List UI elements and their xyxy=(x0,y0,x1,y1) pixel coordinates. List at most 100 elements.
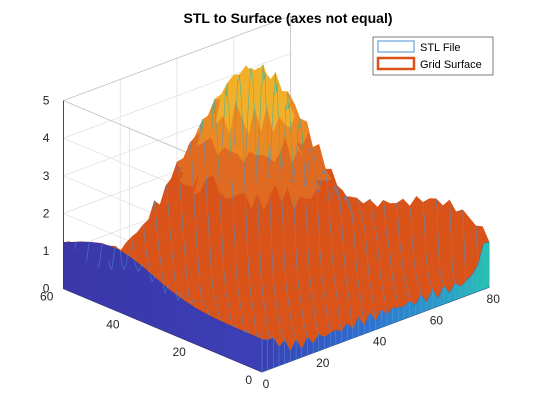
mesh-edge xyxy=(463,229,465,256)
mesh-edge xyxy=(154,200,156,214)
mesh-edge xyxy=(195,225,198,247)
mesh-edge xyxy=(217,308,219,313)
mesh-edge xyxy=(218,312,220,317)
mesh-edge xyxy=(293,333,296,337)
mesh-edge xyxy=(180,197,182,210)
y-tick-label: 60 xyxy=(40,290,54,304)
mesh-edge xyxy=(356,197,358,201)
mesh-edge xyxy=(372,218,375,226)
mesh-edge xyxy=(306,333,308,337)
mesh-edge xyxy=(410,211,412,231)
mesh-edge xyxy=(294,169,296,172)
mesh-edge xyxy=(386,237,389,241)
mesh-edge xyxy=(350,317,353,325)
mesh-edge xyxy=(146,256,148,260)
legend-label-surface: Grid Surface xyxy=(420,59,482,71)
mesh-edge xyxy=(321,275,323,281)
mesh-edge xyxy=(141,263,144,268)
mesh-edge xyxy=(172,261,175,273)
mesh-edge xyxy=(311,289,313,294)
legend-label-stl: STL File xyxy=(420,42,461,54)
mesh-edge xyxy=(210,128,213,131)
mesh-edge xyxy=(371,294,374,300)
mesh-edge xyxy=(122,267,125,270)
mesh-edge xyxy=(246,111,249,136)
mesh-edge xyxy=(377,243,379,256)
mesh-edge xyxy=(216,305,218,310)
mesh-edge xyxy=(215,301,217,306)
z-tick-label: 5 xyxy=(43,94,50,108)
mesh-edge xyxy=(276,309,279,317)
mesh-edge xyxy=(135,263,137,268)
mesh-edge xyxy=(269,155,271,164)
left-skirt xyxy=(63,241,263,373)
mesh-edge xyxy=(346,285,349,293)
mesh-edge xyxy=(223,261,225,276)
mesh-edge xyxy=(287,296,289,303)
mesh-edge xyxy=(261,285,264,297)
z-tick-label: 4 xyxy=(43,131,50,145)
mesh-edge xyxy=(176,296,179,301)
mesh-edge xyxy=(259,242,261,257)
mesh-edge xyxy=(171,253,174,262)
mesh-edge xyxy=(318,185,321,190)
mesh-edge xyxy=(380,274,382,281)
mesh-edge xyxy=(304,327,306,331)
mesh-edge xyxy=(158,250,161,257)
mesh-edge xyxy=(155,218,158,233)
mesh-edge xyxy=(265,315,268,324)
mesh-edge xyxy=(283,132,286,138)
mesh-edge xyxy=(274,288,276,298)
mesh-edge xyxy=(449,199,451,217)
mesh-edge xyxy=(220,204,222,229)
mesh-edge xyxy=(277,82,279,114)
mesh-edge xyxy=(268,157,270,197)
mesh-edge xyxy=(398,224,400,240)
mesh-edge xyxy=(396,203,398,213)
mesh-edge xyxy=(450,216,452,245)
mesh-edge xyxy=(245,330,248,333)
mesh-edge xyxy=(452,264,454,276)
mesh-edge xyxy=(227,302,230,307)
mesh-edge xyxy=(298,290,301,295)
mesh-edge xyxy=(465,272,467,281)
mesh-edge xyxy=(251,299,253,307)
mesh-edge xyxy=(145,246,147,257)
mesh-edge xyxy=(319,180,322,187)
mesh-edge xyxy=(123,267,126,270)
mesh-edge xyxy=(359,210,361,212)
mesh-edge xyxy=(424,232,427,252)
mesh-edge xyxy=(163,286,165,292)
mesh-edge xyxy=(249,68,252,80)
mesh-edge xyxy=(99,258,101,266)
mesh-edge xyxy=(247,330,250,334)
mesh-edge xyxy=(426,263,428,272)
mesh-edge xyxy=(462,209,464,230)
mesh-edge xyxy=(336,296,339,305)
mesh-edge xyxy=(278,117,281,154)
mesh-edge xyxy=(384,301,387,309)
mesh-edge xyxy=(100,249,102,259)
mesh-edge xyxy=(278,323,281,330)
mesh-edge xyxy=(347,292,350,301)
mesh-edge xyxy=(214,299,216,303)
mesh-edge xyxy=(188,292,190,299)
x-tick-label: 40 xyxy=(373,335,387,349)
mesh-edge xyxy=(293,182,295,210)
mesh-edge xyxy=(387,239,390,248)
mesh-edge xyxy=(409,205,411,212)
mesh-edge xyxy=(346,280,348,286)
mesh-edge xyxy=(260,89,262,116)
mesh-edge xyxy=(221,319,223,323)
mesh-edge xyxy=(339,321,341,328)
mesh-edge xyxy=(198,270,200,280)
mesh-edge xyxy=(224,285,227,294)
mesh-edge xyxy=(343,245,345,263)
mesh-edge xyxy=(338,313,340,322)
mesh-edge xyxy=(154,274,157,279)
mesh-edge xyxy=(429,279,431,283)
mesh-edge xyxy=(408,295,410,301)
mesh-edge xyxy=(253,312,255,322)
mesh-edge xyxy=(341,216,343,237)
mesh-edge xyxy=(371,210,374,219)
